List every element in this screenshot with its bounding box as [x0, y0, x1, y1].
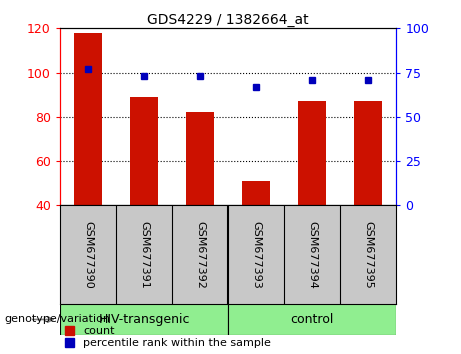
Bar — [60, 304, 228, 335]
Bar — [298, 101, 326, 205]
Legend: count, percentile rank within the sample: count, percentile rank within the sample — [65, 326, 271, 348]
Bar — [355, 101, 383, 205]
Text: HIV-transgenic: HIV-transgenic — [98, 313, 190, 326]
Text: genotype/variation: genotype/variation — [5, 314, 111, 325]
Title: GDS4229 / 1382664_at: GDS4229 / 1382664_at — [148, 13, 309, 27]
Text: GSM677393: GSM677393 — [251, 221, 261, 289]
Bar — [242, 181, 270, 205]
Text: GSM677395: GSM677395 — [363, 221, 373, 289]
Text: GSM677394: GSM677394 — [307, 221, 317, 289]
Bar — [186, 113, 214, 205]
Text: control: control — [290, 313, 334, 326]
Bar — [130, 97, 158, 205]
Bar — [228, 304, 396, 335]
Bar — [74, 33, 102, 205]
Text: GSM677392: GSM677392 — [195, 221, 205, 289]
Text: GSM677391: GSM677391 — [139, 221, 149, 289]
Text: GSM677390: GSM677390 — [83, 221, 93, 289]
